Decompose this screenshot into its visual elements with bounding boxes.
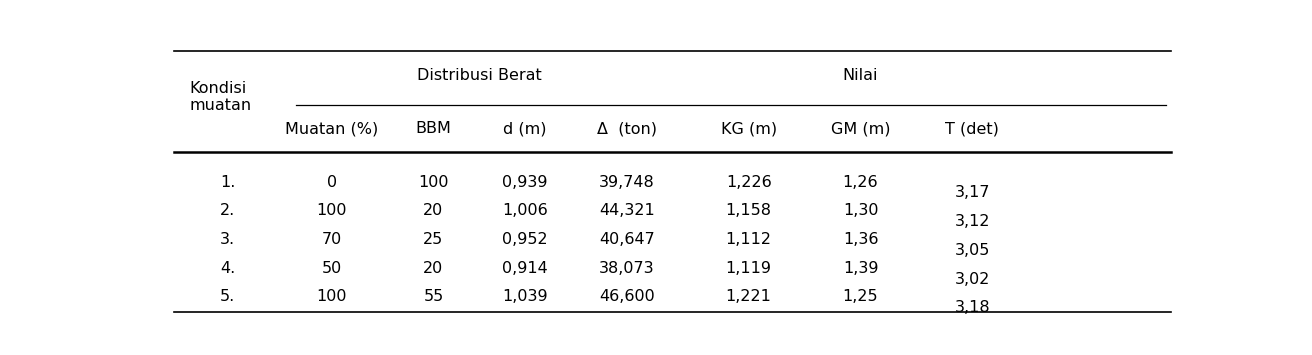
Text: 1,221: 1,221 <box>726 289 771 304</box>
Text: 1.: 1. <box>220 175 235 190</box>
Text: 3,12: 3,12 <box>955 214 991 229</box>
Text: 1,25: 1,25 <box>842 289 878 304</box>
Text: 1,36: 1,36 <box>842 232 878 247</box>
Text: 2.: 2. <box>220 203 235 218</box>
Text: 0,952: 0,952 <box>502 232 548 247</box>
Text: Muatan (%): Muatan (%) <box>285 121 378 136</box>
Text: 3,18: 3,18 <box>955 300 991 315</box>
Text: 44,321: 44,321 <box>598 203 655 218</box>
Text: Kondisi
muatan: Kondisi muatan <box>189 81 252 114</box>
Text: 3,02: 3,02 <box>955 272 991 286</box>
Text: 0,914: 0,914 <box>502 261 548 275</box>
Text: 3,05: 3,05 <box>955 243 991 258</box>
Text: 25: 25 <box>424 232 443 247</box>
Text: BBM: BBM <box>416 121 451 136</box>
Text: T (det): T (det) <box>946 121 1000 136</box>
Text: 1,26: 1,26 <box>842 175 878 190</box>
Text: 46,600: 46,600 <box>598 289 655 304</box>
Text: 1,119: 1,119 <box>726 261 771 275</box>
Text: 1,039: 1,039 <box>502 289 548 304</box>
Text: 1,158: 1,158 <box>726 203 771 218</box>
Text: 39,748: 39,748 <box>598 175 655 190</box>
Text: 50: 50 <box>321 261 342 275</box>
Text: 1,226: 1,226 <box>726 175 771 190</box>
Text: 100: 100 <box>419 175 449 190</box>
Text: 3.: 3. <box>220 232 235 247</box>
Text: 0,939: 0,939 <box>502 175 547 190</box>
Text: 1,39: 1,39 <box>842 261 878 275</box>
Text: 5.: 5. <box>220 289 235 304</box>
Text: 70: 70 <box>321 232 342 247</box>
Text: 38,073: 38,073 <box>598 261 655 275</box>
Text: KG (m): KG (m) <box>720 121 777 136</box>
Text: 40,647: 40,647 <box>598 232 655 247</box>
Text: Distribusi Berat: Distribusi Berat <box>417 68 542 83</box>
Text: 0: 0 <box>327 175 337 190</box>
Text: 100: 100 <box>316 203 346 218</box>
Text: 1,112: 1,112 <box>726 232 771 247</box>
Text: 1,30: 1,30 <box>842 203 878 218</box>
Text: Δ  (ton): Δ (ton) <box>597 121 656 136</box>
Text: 20: 20 <box>424 203 443 218</box>
Text: GM (m): GM (m) <box>830 121 891 136</box>
Text: 20: 20 <box>424 261 443 275</box>
Text: Nilai: Nilai <box>842 68 878 83</box>
Text: 55: 55 <box>424 289 443 304</box>
Text: d (m): d (m) <box>504 121 547 136</box>
Text: 4.: 4. <box>220 261 235 275</box>
Text: 3,17: 3,17 <box>955 185 991 201</box>
Text: 1,006: 1,006 <box>502 203 548 218</box>
Text: 100: 100 <box>316 289 346 304</box>
